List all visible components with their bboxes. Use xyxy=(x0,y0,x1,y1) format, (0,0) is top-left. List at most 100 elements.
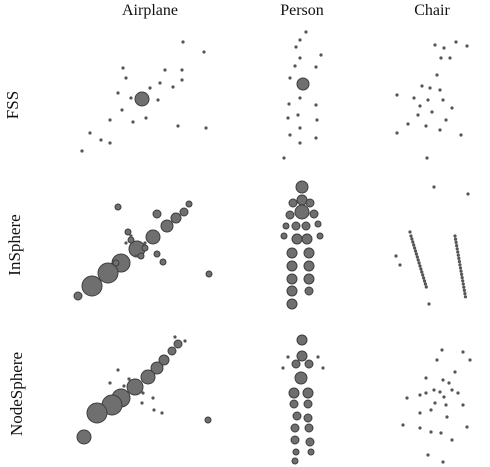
fss-chair-point xyxy=(459,133,463,137)
insphere-chair-line-point xyxy=(413,246,417,250)
fss-person-point xyxy=(314,136,318,140)
nodesphere-person-sphere xyxy=(294,371,308,385)
nodesphere-airplane-point xyxy=(141,391,145,395)
nodesphere-person-sphere xyxy=(305,437,315,447)
fss-chair-point xyxy=(424,124,428,128)
fss-person-point xyxy=(298,38,302,42)
nodesphere-person-sphere xyxy=(291,457,299,465)
insphere-chair-line-point xyxy=(412,243,416,247)
nodesphere-chair-point xyxy=(429,408,433,412)
column-header-chair: Chair xyxy=(414,2,450,19)
insphere-chair-line-point xyxy=(419,267,423,271)
insphere-airplane-sphere xyxy=(185,200,193,208)
insphere-chair-point xyxy=(408,230,412,234)
fss-chair-point xyxy=(395,93,399,97)
nodesphere-chair-point xyxy=(450,438,454,442)
nodesphere-airplane-sphere xyxy=(167,346,177,356)
nodesphere-chair-point xyxy=(450,388,454,392)
insphere-chair-line-point xyxy=(454,240,458,244)
insphere-airplane-small-sphere xyxy=(153,250,161,258)
nodesphere-chair-point xyxy=(442,395,446,399)
fss-chair-point xyxy=(433,43,437,47)
insphere-chair-line-point xyxy=(458,266,463,270)
nodesphere-person-sphere xyxy=(307,448,315,456)
fss-airplane-sphere xyxy=(134,91,150,107)
fss-chair-point xyxy=(395,131,399,135)
fss-chair-point xyxy=(442,46,446,50)
insphere-airplane-small-sphere xyxy=(152,209,162,219)
nodesphere-airplane-point xyxy=(108,381,112,385)
nodesphere-chair-point xyxy=(418,411,422,415)
insphere-chair-line-point xyxy=(458,263,462,267)
insphere-chair-line-point xyxy=(453,234,457,238)
insphere-chair-point xyxy=(432,185,436,189)
fss-airplane-point xyxy=(108,141,112,145)
fss-chair-point xyxy=(426,98,430,102)
nodesphere-chair-point xyxy=(439,431,443,435)
fss-person-point xyxy=(288,76,292,80)
insphere-chair-line-point xyxy=(453,237,458,241)
insphere-chair-line-point xyxy=(461,282,465,286)
fss-airplane-point xyxy=(158,81,162,85)
nodesphere-airplane-point xyxy=(127,377,131,381)
nodesphere-chair-point xyxy=(461,403,465,407)
nodesphere-chair-point xyxy=(447,381,451,385)
insphere-chair-line-point xyxy=(460,272,464,276)
insphere-airplane-small-sphere xyxy=(159,258,167,266)
nodesphere-chair-point xyxy=(440,348,444,352)
insphere-chair-line-point xyxy=(457,260,461,264)
nodesphere-chair-point xyxy=(429,430,433,434)
nodesphere-airplane-sphere xyxy=(126,378,144,396)
nodesphere-chair-point xyxy=(401,423,405,427)
insphere-airplane-sphere xyxy=(160,219,174,233)
insphere-airplane-point xyxy=(134,254,138,258)
nodesphere-person-sphere xyxy=(290,435,300,445)
insphere-airplane-small-sphere xyxy=(205,270,213,278)
insphere-chair-line-point xyxy=(422,276,426,280)
fss-airplane-point xyxy=(202,50,206,54)
insphere-person-sphere xyxy=(288,198,298,208)
nodesphere-chair-point xyxy=(461,350,465,354)
fss-airplane-point xyxy=(180,68,184,72)
nodesphere-airplane-point xyxy=(173,335,177,339)
fss-chair-point xyxy=(435,73,439,77)
fss-chair-point xyxy=(416,113,420,117)
insphere-person-sphere xyxy=(301,221,311,231)
fss-airplane-point xyxy=(99,138,103,142)
fss-person-point xyxy=(293,64,297,68)
nodesphere-chair-point xyxy=(418,426,422,430)
insphere-chair-line-point xyxy=(416,258,420,262)
insphere-chair-line-point xyxy=(421,273,425,277)
nodesphere-person-point xyxy=(316,355,320,359)
nodesphere-airplane-sphere xyxy=(158,354,170,366)
insphere-person-sphere xyxy=(301,233,313,245)
insphere-chair-line-point xyxy=(462,288,466,292)
fss-chair-point xyxy=(465,44,469,48)
fss-chair-point xyxy=(412,96,416,100)
fss-chair-point xyxy=(430,110,434,114)
fss-person-point xyxy=(298,126,302,130)
nodesphere-airplane-point xyxy=(122,384,126,388)
fss-airplane-point xyxy=(181,40,185,44)
nodesphere-chair-point xyxy=(433,401,437,405)
nodesphere-chair-point xyxy=(453,370,457,374)
nodesphere-person-sphere xyxy=(302,387,314,399)
nodesphere-airplane-point xyxy=(160,411,164,415)
fss-chair-point xyxy=(425,156,429,160)
fss-airplane-point xyxy=(88,131,92,135)
insphere-chair-line-point xyxy=(457,256,461,260)
fss-person-point xyxy=(314,65,318,69)
nodesphere-airplane-sphere xyxy=(173,339,183,349)
insphere-chair-line-point xyxy=(455,247,459,251)
insphere-airplane-sphere xyxy=(81,275,103,297)
fss-airplane-point xyxy=(180,78,184,82)
fss-airplane-point xyxy=(129,96,133,100)
nodesphere-chair-point xyxy=(432,388,436,392)
insphere-chair-line-point xyxy=(423,282,427,286)
nodesphere-person-sphere xyxy=(304,423,314,433)
fss-chair-point xyxy=(418,104,422,108)
nodesphere-airplane-sphere xyxy=(76,429,92,445)
insphere-airplane-sphere xyxy=(73,291,83,301)
insphere-person-sphere xyxy=(296,194,308,206)
